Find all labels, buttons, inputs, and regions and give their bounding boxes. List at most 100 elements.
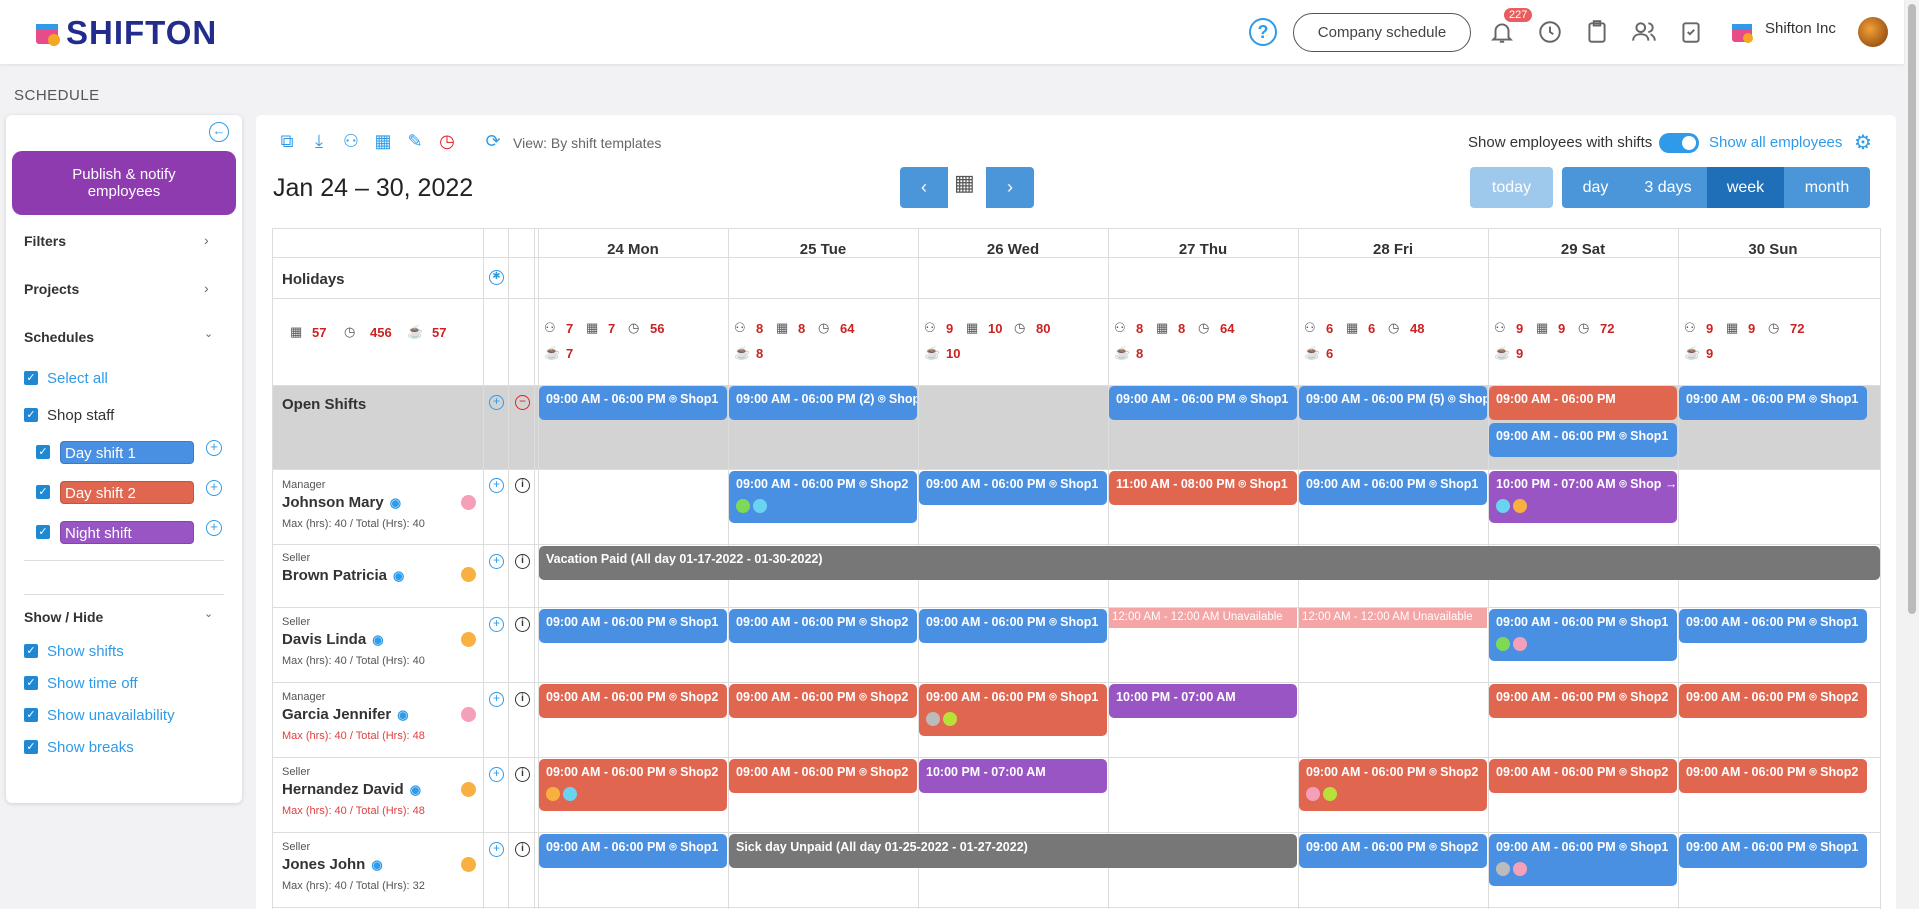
- chevron-down-icon[interactable]: ⌄: [204, 608, 214, 620]
- today-button[interactable]: today: [1470, 167, 1553, 208]
- info-icon[interactable]: i: [515, 478, 530, 493]
- add-icon[interactable]: +: [206, 480, 222, 496]
- refresh-icon[interactable]: ⟳: [485, 131, 501, 151]
- open-shift[interactable]: 09:00 AM - 06:00 PM (5) ⌾ Shop1: [1299, 386, 1487, 420]
- eye-icon[interactable]: ◉: [409, 782, 422, 797]
- info-icon[interactable]: i: [515, 692, 530, 707]
- shift-block[interactable]: 09:00 AM - 06:00 PM ⌾ Shop2: [729, 684, 917, 718]
- day-header[interactable]: 27 Thu: [1178, 241, 1228, 258]
- show-unavailability-checkbox[interactable]: ✓: [24, 708, 38, 722]
- shift-block[interactable]: 09:00 AM - 06:00 PM ⌾ Shop2: [1299, 834, 1487, 868]
- employee-name[interactable]: Brown Patricia ◉: [282, 567, 404, 584]
- shop-staff-checkbox[interactable]: ✓: [24, 408, 38, 422]
- shift-block[interactable]: 09:00 AM - 06:00 PM ⌾ Shop2: [1489, 684, 1677, 718]
- employee-name-text[interactable]: Davis Linda: [282, 631, 367, 648]
- show-all-employees-link[interactable]: Show all employees: [1709, 134, 1843, 151]
- view-3days-button[interactable]: 3 days: [1629, 167, 1707, 208]
- open-shift[interactable]: 09:00 AM - 06:00 PM ⌾ Shop1: [1489, 423, 1677, 457]
- employee-name[interactable]: Hernandez David ◉: [282, 781, 421, 798]
- show-shifts-checkbox[interactable]: ✓: [24, 644, 38, 658]
- gear-icon[interactable]: ⚙: [1854, 132, 1872, 154]
- employee-name-text[interactable]: Johnson Mary: [282, 494, 384, 511]
- open-shift[interactable]: 09:00 AM - 06:00 PM (2) ⌾ Shop1: [729, 386, 917, 420]
- eye-icon[interactable]: ◉: [397, 707, 409, 722]
- employee-name[interactable]: Davis Linda ◉: [282, 631, 384, 648]
- clock-red-icon[interactable]: ◷: [439, 131, 455, 151]
- employee-name[interactable]: Jones John ◉: [282, 856, 383, 873]
- info-icon[interactable]: i: [515, 554, 530, 569]
- copy-icon[interactable]: ⧉: [280, 131, 294, 151]
- filters-section[interactable]: Filters: [24, 233, 67, 249]
- chevron-right-icon[interactable]: ›: [204, 232, 209, 248]
- day-shift-1-checkbox[interactable]: ✓: [36, 445, 50, 459]
- show-time-off-label[interactable]: Show time off: [47, 675, 138, 692]
- download-icon[interactable]: ⤓: [315, 131, 323, 151]
- add-shift-icon[interactable]: +: [489, 767, 504, 782]
- globe-icon[interactable]: ✱: [489, 270, 504, 285]
- employee-name-text[interactable]: Garcia Jennifer: [282, 706, 392, 723]
- shift-block[interactable]: 09:00 AM - 06:00 PM ⌾ Shop2: [1679, 759, 1867, 793]
- open-shift[interactable]: 09:00 AM - 06:00 PM: [1489, 386, 1677, 420]
- company-schedule-button[interactable]: Company schedule: [1293, 13, 1471, 52]
- publish-notify-button[interactable]: Publish & notify employees: [12, 151, 236, 215]
- add-open-shift-icon[interactable]: +: [489, 395, 504, 410]
- shift-block[interactable]: 10:00 PM - 07:00 AM: [1109, 684, 1297, 718]
- shift-block[interactable]: 09:00 AM - 06:00 PM ⌾ Shop2: [729, 471, 917, 523]
- view-mode-label[interactable]: View: By shift templates: [513, 135, 662, 151]
- view-day-button[interactable]: day: [1562, 167, 1629, 208]
- shift-block[interactable]: 09:00 AM - 06:00 PM ⌾ Shop1: [1679, 834, 1867, 868]
- shift-block[interactable]: 09:00 AM - 06:00 PM ⌾ Shop1: [919, 684, 1107, 736]
- shop-staff-label[interactable]: Shop staff: [47, 407, 115, 424]
- prev-week-button[interactable]: ‹: [900, 167, 948, 208]
- info-icon[interactable]: i: [515, 767, 530, 782]
- add-shift-icon[interactable]: +: [489, 478, 504, 493]
- bell-icon[interactable]: [1489, 19, 1515, 45]
- open-shift[interactable]: 09:00 AM - 06:00 PM ⌾ Shop1: [1679, 386, 1867, 420]
- shift-block[interactable]: 09:00 AM - 06:00 PM ⌾ Shop1: [1489, 834, 1677, 886]
- logo[interactable]: SHIFTON: [34, 14, 217, 52]
- day-shift-2-tag[interactable]: Day shift 2: [60, 481, 194, 504]
- eye-icon[interactable]: ◉: [393, 568, 405, 583]
- shift-block[interactable]: 09:00 AM - 06:00 PM ⌾ Shop1: [919, 609, 1107, 643]
- show-breaks-checkbox[interactable]: ✓: [24, 740, 38, 754]
- select-all-label[interactable]: Select all: [47, 370, 108, 387]
- add-icon[interactable]: +: [206, 520, 222, 536]
- time-off-block[interactable]: Sick day Unpaid (All day 01-25-2022 - 01…: [729, 834, 1297, 868]
- select-all-checkbox[interactable]: ✓: [24, 371, 38, 385]
- info-icon[interactable]: i: [515, 842, 530, 857]
- next-week-button[interactable]: ›: [986, 167, 1034, 208]
- add-icon[interactable]: +: [206, 440, 222, 456]
- day-header[interactable]: 28 Fri: [1372, 241, 1414, 258]
- show-breaks-label[interactable]: Show breaks: [47, 739, 134, 756]
- shift-block[interactable]: 09:00 AM - 06:00 PM ⌾ Shop1: [1299, 471, 1487, 505]
- shift-block[interactable]: 09:00 AM - 06:00 PM ⌾ Shop1: [539, 609, 727, 643]
- shift-block[interactable]: 09:00 AM - 06:00 PM ⌾ Shop2: [1489, 759, 1677, 793]
- shift-block[interactable]: 09:00 AM - 06:00 PM ⌾ Shop1: [1489, 609, 1677, 661]
- add-user-icon[interactable]: ⚇: [342, 131, 360, 151]
- day-header[interactable]: 26 Wed: [986, 241, 1040, 258]
- day-shift-2-checkbox[interactable]: ✓: [36, 485, 50, 499]
- employee-name-text[interactable]: Hernandez David: [282, 781, 404, 798]
- shift-block[interactable]: 10:00 PM - 07:00 AM: [919, 759, 1107, 793]
- open-shift[interactable]: 09:00 AM - 06:00 PM ⌾ Shop1: [539, 386, 727, 420]
- shift-block[interactable]: 09:00 AM - 06:00 PM ⌾ Shop1: [919, 471, 1107, 505]
- shift-block[interactable]: 09:00 AM - 06:00 PM ⌾ Shop2: [539, 684, 727, 718]
- show-hide-section[interactable]: Show / Hide: [24, 609, 104, 625]
- show-time-off-checkbox[interactable]: ✓: [24, 676, 38, 690]
- day-shift-1-tag[interactable]: Day shift 1: [60, 441, 194, 464]
- org-name[interactable]: Shifton Inc: [1765, 20, 1836, 37]
- add-shift-icon[interactable]: +: [489, 554, 504, 569]
- show-shifts-label[interactable]: Show shifts: [47, 643, 124, 660]
- info-icon[interactable]: i: [515, 617, 530, 632]
- employees-toggle[interactable]: [1659, 133, 1699, 153]
- show-unavailability-label[interactable]: Show unavailability: [47, 707, 175, 724]
- shift-block[interactable]: 09:00 AM - 06:00 PM ⌾ Shop1: [1679, 609, 1867, 643]
- users-icon[interactable]: [1631, 19, 1657, 45]
- chevron-right-icon[interactable]: ›: [204, 280, 209, 296]
- unavailability-block[interactable]: 12:00 AM - 12:00 AM Unavailable: [1109, 608, 1297, 628]
- day-header[interactable]: 24 Mon: [607, 241, 659, 258]
- day-header[interactable]: 25 Tue: [799, 241, 847, 258]
- calendar-grid-icon[interactable]: ▦: [374, 131, 392, 151]
- employee-name-text[interactable]: Jones John: [282, 856, 366, 873]
- shift-block[interactable]: 09:00 AM - 06:00 PM ⌾ Shop2: [1299, 759, 1487, 811]
